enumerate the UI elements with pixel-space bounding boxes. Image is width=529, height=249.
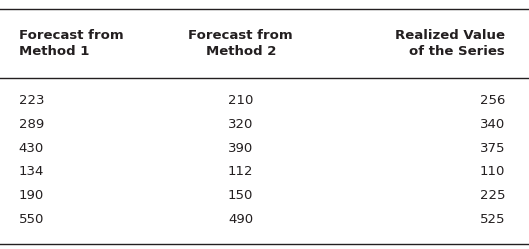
Text: 256: 256 bbox=[480, 94, 505, 107]
Text: 430: 430 bbox=[19, 142, 44, 155]
Text: 550: 550 bbox=[19, 213, 44, 226]
Text: 210: 210 bbox=[228, 94, 253, 107]
Text: 223: 223 bbox=[19, 94, 44, 107]
Text: 190: 190 bbox=[19, 189, 44, 202]
Text: Realized Value
of the Series: Realized Value of the Series bbox=[395, 29, 505, 58]
Text: 320: 320 bbox=[228, 118, 253, 131]
Text: 390: 390 bbox=[228, 142, 253, 155]
Text: 110: 110 bbox=[480, 165, 505, 178]
Text: Forecast from
Method 2: Forecast from Method 2 bbox=[188, 29, 293, 58]
Text: 375: 375 bbox=[480, 142, 505, 155]
Text: 225: 225 bbox=[480, 189, 505, 202]
Text: 289: 289 bbox=[19, 118, 44, 131]
Text: 525: 525 bbox=[480, 213, 505, 226]
Text: 340: 340 bbox=[480, 118, 505, 131]
Text: 150: 150 bbox=[228, 189, 253, 202]
Text: 134: 134 bbox=[19, 165, 44, 178]
Text: 112: 112 bbox=[228, 165, 253, 178]
Text: 490: 490 bbox=[228, 213, 253, 226]
Text: Forecast from
Method 1: Forecast from Method 1 bbox=[19, 29, 123, 58]
